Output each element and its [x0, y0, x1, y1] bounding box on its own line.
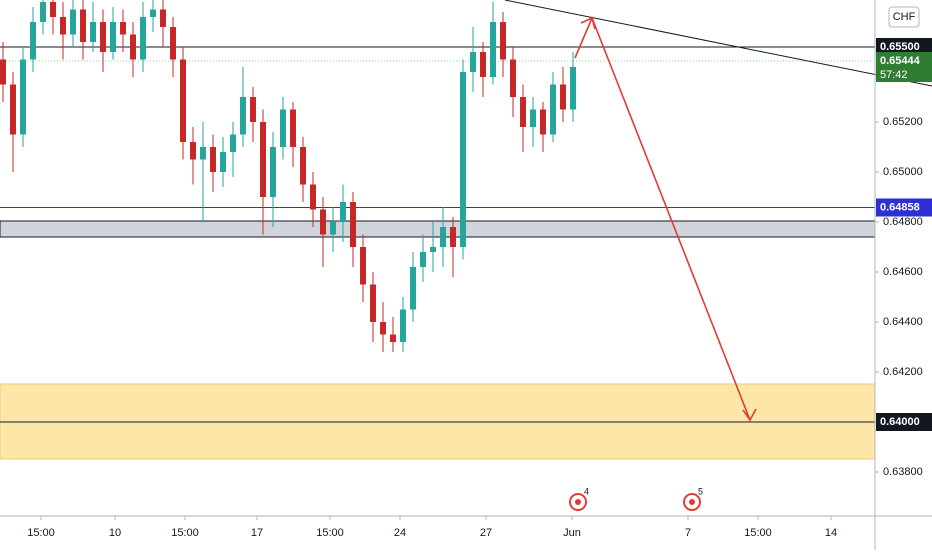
candle-body — [280, 109, 286, 147]
candle-body — [240, 97, 246, 135]
event-label: 4 — [584, 486, 589, 496]
candle-body — [150, 9, 156, 17]
y-tick-label: 0.65200 — [883, 116, 923, 128]
x-tick-label: 15:00 — [316, 527, 344, 539]
price-label-box — [876, 198, 932, 217]
candle-body — [490, 22, 496, 77]
x-tick-label: 14 — [825, 527, 837, 539]
countdown: 57:42 — [880, 69, 908, 81]
candle-body — [50, 1, 56, 17]
candle-body — [10, 84, 16, 135]
x-tick-label: 17 — [251, 527, 263, 539]
candle-body — [120, 22, 126, 35]
event-icon-dot — [689, 499, 695, 505]
currency-box[interactable] — [888, 6, 920, 28]
candle-body — [110, 22, 116, 52]
arrow-head — [580, 16, 596, 30]
y-tick-label: 0.65000 — [883, 166, 923, 178]
plot-area — [0, 0, 932, 460]
candle-body — [550, 84, 556, 135]
candle-body — [530, 109, 536, 127]
candle-body — [510, 59, 516, 97]
x-tick-label: 24 — [394, 527, 406, 539]
candle-body — [80, 9, 86, 42]
candle-body — [500, 22, 506, 60]
candle-body — [520, 97, 526, 127]
candle-body — [230, 134, 236, 152]
candle-body — [300, 147, 306, 185]
x-tick-label: 7 — [685, 527, 691, 539]
candle-body — [370, 284, 376, 322]
candle-body — [480, 52, 486, 77]
y-tick-label: 0.64600 — [883, 266, 923, 278]
candle-body — [90, 22, 96, 42]
candle-body — [180, 59, 186, 142]
candle-body — [190, 142, 196, 160]
y-tick-label: 0.63800 — [883, 466, 923, 478]
candle-body — [260, 122, 266, 197]
candle-body — [330, 222, 336, 235]
candle-body — [290, 109, 296, 147]
price-label-box — [876, 52, 932, 82]
price-label: 0.65500 — [880, 41, 920, 53]
y-tick-label: 0.64200 — [883, 366, 923, 378]
price-label: 0.64000 — [880, 416, 920, 428]
candle-body — [420, 252, 426, 267]
event-label: 5 — [698, 486, 703, 496]
price-label: 0.65444 — [880, 55, 921, 67]
x-tick-label: 27 — [480, 527, 492, 539]
candle-body — [160, 9, 166, 27]
x-tick-label: 15:00 — [171, 527, 199, 539]
zone — [0, 220, 876, 238]
candle-body — [140, 17, 146, 60]
y-tick-label: 0.64400 — [883, 316, 923, 328]
candle-body — [470, 52, 476, 72]
candle-body — [60, 17, 66, 35]
arrow-head — [742, 408, 757, 422]
event-icon-dot — [575, 499, 581, 505]
candle-body — [450, 227, 456, 247]
x-tick-label: 15:00 — [27, 527, 55, 539]
candle-body — [0, 59, 6, 85]
candle-body — [100, 22, 106, 52]
candle-body — [30, 22, 36, 60]
candle-body — [350, 202, 356, 247]
price-label: 0.64858 — [880, 201, 920, 213]
candle-body — [70, 9, 76, 35]
candle-body — [20, 59, 26, 135]
candle-body — [320, 209, 326, 235]
candle-body — [200, 147, 206, 160]
y-tick-label: 0.64800 — [883, 216, 923, 228]
candle-body — [310, 184, 316, 210]
trendline — [504, 0, 932, 87]
candle-body — [380, 322, 386, 335]
price-label-box — [876, 38, 932, 56]
x-tick-label: Jun — [563, 527, 581, 539]
candle-body — [390, 334, 396, 342]
candle-body — [270, 147, 276, 197]
currency: CHF — [893, 11, 916, 23]
candle-body — [40, 1, 46, 22]
x-tick-label: 15:00 — [744, 527, 772, 539]
candle-body — [430, 247, 436, 252]
candle-body — [210, 147, 216, 172]
candle-body — [220, 152, 226, 172]
candle-body — [170, 27, 176, 60]
x-tick-label: 10 — [109, 527, 121, 539]
candle-body — [360, 247, 366, 285]
candle-body — [440, 227, 446, 247]
candle-body — [570, 67, 576, 110]
candle-body — [400, 309, 406, 342]
candle-body — [540, 109, 546, 135]
candle-body — [460, 72, 466, 247]
candle-body — [410, 267, 416, 310]
price-label-box — [876, 413, 932, 431]
candle-body — [250, 97, 256, 122]
candle-body — [340, 202, 346, 222]
candle-body — [560, 84, 566, 110]
candle-body — [130, 34, 136, 60]
